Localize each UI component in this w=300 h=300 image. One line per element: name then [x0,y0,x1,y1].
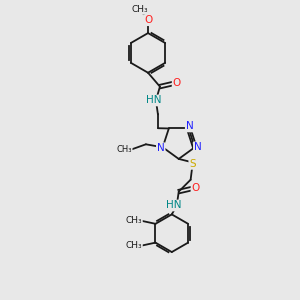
Text: O: O [144,15,152,25]
Text: O: O [172,78,181,88]
Text: O: O [191,183,200,193]
Text: CH₃: CH₃ [116,145,132,154]
Text: N: N [157,143,165,153]
Text: CH₃: CH₃ [125,216,142,225]
Text: HN: HN [146,95,162,106]
Text: N: N [194,142,202,152]
Text: N: N [186,122,194,131]
Text: S: S [189,159,196,169]
Text: CH₃: CH₃ [132,5,148,14]
Text: HN: HN [166,200,182,211]
Text: CH₃: CH₃ [125,241,142,250]
